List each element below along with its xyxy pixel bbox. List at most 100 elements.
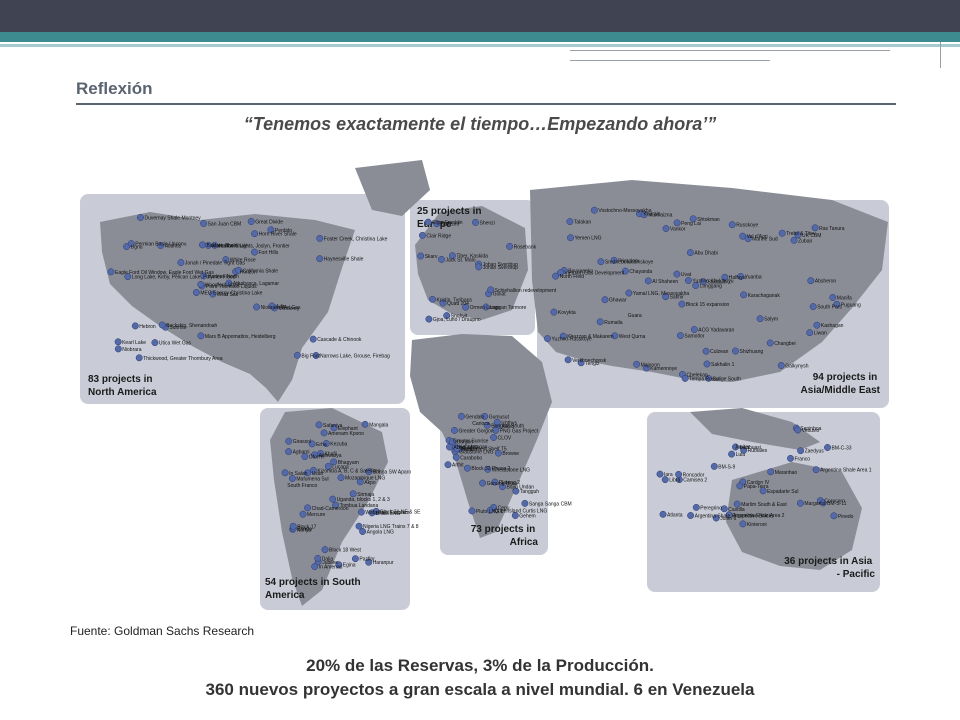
project-label: Camisea 2 — [683, 478, 707, 484]
top-bar — [0, 0, 960, 32]
project-label: Nigeria LNG Trains 7 & 8 — [363, 524, 419, 530]
project-dot — [472, 218, 479, 226]
project-dot — [796, 499, 804, 507]
project-label: Guara — [628, 313, 642, 319]
project-dot — [289, 522, 297, 530]
project-label: Horn River Shale — [259, 232, 297, 238]
project-dot — [767, 468, 775, 476]
project-dot — [809, 303, 817, 311]
project-dot — [127, 240, 135, 248]
project-dot — [721, 273, 729, 281]
project-label: Greater Gorgon — [459, 428, 494, 434]
project-dot — [673, 270, 681, 278]
project-label: Margarita — [804, 501, 825, 507]
project-label: Gehem — [519, 514, 535, 520]
project-dot — [197, 280, 205, 288]
project-label: Yamal LNG, Messoyakha — [633, 291, 690, 297]
project-label: Abu Dhabi — [694, 251, 717, 257]
project-label: Sapinhoa — [800, 426, 821, 432]
project-label: Aishwarya — [319, 453, 342, 459]
project-label: Monterey — [279, 306, 300, 312]
project-label: Kristin, Tyrihans — [437, 297, 473, 303]
project-dot — [794, 231, 802, 239]
project-dot — [281, 469, 289, 477]
greenland-land — [355, 160, 430, 216]
section-title: Reflexión — [76, 79, 153, 98]
project-label: Bongkot South — [491, 423, 524, 429]
project-label: Vietnam Gas Development — [565, 271, 625, 277]
project-label: Block 31 NE & SE — [380, 509, 421, 515]
project-dot — [158, 321, 166, 329]
project-dot — [806, 329, 814, 337]
project-dot — [739, 520, 747, 528]
project-label: Uganda, blocks 1, 2 & 3 — [337, 497, 390, 503]
project-label: Absheron — [815, 279, 837, 285]
project-label: Wafa Bahr Essalam — [365, 510, 409, 516]
project-label: Khurais — [644, 212, 661, 218]
project-dot — [316, 255, 324, 263]
region-label-south-america-line2: America — [265, 590, 305, 601]
project-label: Yuzhno Khylchuyu — [692, 279, 733, 285]
project-label: Salym — [764, 317, 778, 323]
region-label-asia-middle-east-line2: Asia/Middle East — [801, 385, 881, 396]
project-label: BM-C-33 — [832, 446, 852, 452]
project-dot — [200, 220, 208, 227]
svg-text:36 projects in Asia - Pac: 36 projects in Asia - Pacific — [784, 556, 875, 580]
project-dot — [320, 429, 328, 437]
project-label: Vostochno-Messoyakha — [598, 208, 651, 214]
project-dot — [610, 256, 618, 264]
project-dot — [253, 303, 261, 311]
project-label: Platong 2 — [499, 480, 520, 486]
project-label: Mercure — [307, 512, 326, 518]
project-label: Changbei — [774, 341, 795, 347]
project-label: Halfaya — [729, 275, 746, 281]
project-label: Marlim South & East — [741, 502, 787, 508]
project-dot — [611, 332, 619, 340]
project-label: Snohvit — [451, 314, 468, 320]
project-label: Gunung Hijau — [487, 481, 518, 487]
project-label: Woodford Shale — [205, 282, 241, 288]
project-label: Arthit — [452, 463, 464, 469]
project-dot — [372, 507, 380, 515]
project-dot — [322, 440, 330, 447]
project-dot — [830, 512, 838, 520]
project-label: Argentina Shale Prospective Blocks — [695, 514, 775, 520]
project-label: Laggan Tormore — [490, 305, 527, 311]
project-dot — [692, 503, 700, 511]
project-dot — [737, 273, 745, 280]
project-label: Skarv — [425, 254, 438, 260]
project-label: Duvernay Shale Montney — [145, 216, 202, 222]
project-dot — [438, 255, 445, 263]
project-dot — [740, 446, 748, 454]
project-dot — [797, 447, 805, 455]
project-label: Shizhuang — [740, 349, 764, 355]
project-dot — [681, 374, 689, 382]
project-label: Gumusut — [489, 414, 510, 420]
project-label: Sunrise — [169, 325, 186, 331]
project-dot — [251, 248, 258, 256]
project-label: Marcellus Shale — [212, 243, 248, 249]
project-label: Rumaila — [604, 320, 623, 326]
project-dot — [659, 510, 667, 518]
project-label: Niobrara Wet Gas — [261, 305, 301, 311]
project-label: Agbami — [293, 450, 310, 456]
project-dot — [357, 508, 365, 516]
project-label: Block 17 — [297, 524, 316, 530]
project-label: Shtokman — [697, 217, 720, 223]
project-dot — [482, 303, 490, 311]
project-label: Majnoon — [641, 362, 660, 368]
project-dot — [493, 418, 501, 426]
project-dot — [311, 563, 319, 571]
project-dot — [463, 464, 471, 472]
project-label: Carioca — [472, 421, 489, 427]
project-label: Sirmaja — [357, 492, 374, 498]
project-label: Verkhnechonsk — [572, 358, 607, 364]
project-dot — [712, 514, 720, 522]
project-label: Rosebank — [514, 244, 537, 250]
project-label: Incahuasi — [740, 445, 761, 451]
project-label: Kashagan — [821, 323, 844, 329]
project-label: Zubair — [798, 238, 813, 244]
project-dot — [114, 345, 122, 353]
project-label: Girassol — [293, 439, 311, 445]
project-label: Ichthys — [501, 420, 517, 426]
